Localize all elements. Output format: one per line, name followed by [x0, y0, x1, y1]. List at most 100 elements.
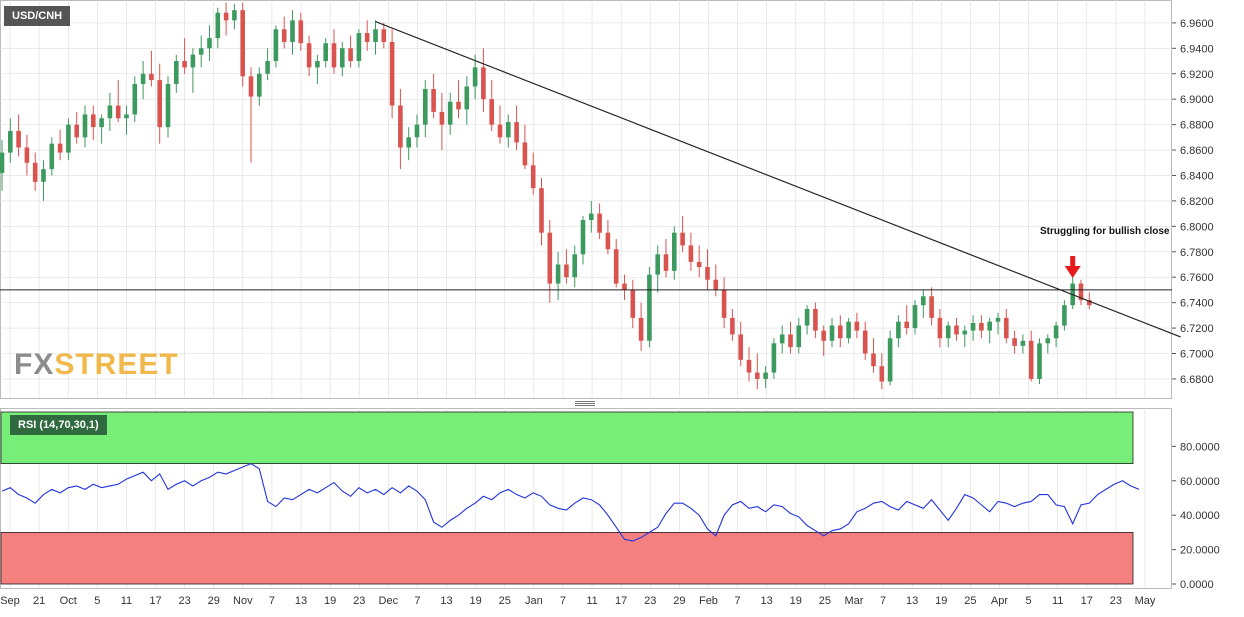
candle	[987, 317, 992, 344]
candle-body	[862, 330, 868, 354]
candle-body	[987, 321, 992, 331]
candle-body	[921, 296, 926, 306]
candle	[140, 61, 146, 100]
candle-body	[190, 54, 196, 68]
candle	[506, 114, 511, 148]
candle	[605, 219, 611, 255]
candle	[149, 50, 154, 87]
candle-body	[738, 334, 743, 360]
candle-body	[530, 165, 536, 189]
time-tick-label: Feb	[699, 595, 718, 607]
price-tick-label: 6.8600	[1180, 145, 1214, 157]
price-tick-label: 6.7400	[1180, 298, 1214, 310]
time-tick-label: 13	[761, 595, 773, 607]
candle	[912, 300, 918, 335]
time-tick-label: Dec	[379, 595, 399, 607]
time-tick-label: 25	[499, 595, 511, 607]
candle-body	[871, 353, 876, 367]
candle-body	[555, 264, 561, 284]
candle-body	[547, 232, 553, 284]
candle-body	[630, 289, 636, 318]
candle	[315, 54, 320, 84]
candle-body	[257, 73, 262, 97]
candle	[829, 317, 835, 348]
candle	[539, 178, 544, 246]
rsi-tick-label: 40.0000	[1180, 510, 1220, 522]
candle-body	[622, 283, 627, 290]
time-tick-label: 25	[819, 595, 831, 607]
candle	[456, 80, 461, 119]
candle-body	[522, 142, 528, 166]
candle	[680, 216, 685, 252]
candle	[589, 200, 594, 233]
candle-body	[207, 38, 212, 49]
candle	[896, 315, 901, 348]
candle	[273, 25, 279, 68]
candle-body	[1045, 338, 1051, 344]
candle	[572, 245, 577, 288]
time-tick-label: 5	[94, 595, 100, 607]
candle-body	[647, 274, 652, 341]
time-tick-label: 19	[935, 595, 947, 607]
price-tick-label: 6.9200	[1180, 69, 1214, 81]
candle-body	[423, 89, 428, 125]
candle-body	[57, 143, 63, 153]
time-tick-label: 7	[560, 595, 566, 607]
candle	[389, 29, 395, 119]
candle	[157, 63, 162, 144]
candle-body	[1087, 300, 1092, 306]
candle-body	[672, 232, 677, 271]
candle-body	[132, 83, 138, 115]
candle-body	[713, 279, 719, 290]
candle-body	[472, 67, 478, 87]
candle	[555, 251, 561, 301]
candle	[879, 353, 885, 390]
price-tick-label: 6.9400	[1180, 43, 1214, 55]
time-tick-label: 23	[178, 595, 190, 607]
watermark-fx: FX	[14, 348, 55, 381]
candle-body	[705, 267, 710, 280]
time-tick-label: 17	[615, 595, 627, 607]
candle	[290, 10, 295, 55]
candle-body	[688, 245, 694, 262]
candle-body	[755, 372, 760, 379]
candle	[1078, 279, 1084, 306]
candle-body	[937, 317, 943, 339]
time-tick-label: Jan	[525, 595, 543, 607]
candle-body	[340, 48, 345, 68]
candle-body	[439, 111, 445, 125]
candle	[66, 118, 71, 161]
candle	[921, 289, 926, 318]
candle	[522, 124, 528, 170]
candle	[489, 80, 494, 131]
candle	[364, 20, 370, 51]
candle	[746, 347, 752, 382]
candle	[115, 80, 121, 123]
candle-body	[91, 114, 96, 128]
candle-body	[771, 343, 777, 373]
candle	[530, 152, 536, 195]
candle	[215, 7, 221, 49]
candle	[1004, 308, 1009, 344]
time-tick-label: 11	[121, 595, 132, 607]
candle	[813, 302, 818, 339]
candle-body	[8, 130, 13, 153]
rsi-tick-label: 20.0000	[1180, 545, 1220, 557]
candle	[248, 67, 254, 163]
candle-body	[273, 29, 279, 62]
pane-resize-handle[interactable]	[575, 400, 595, 407]
candle	[481, 48, 486, 112]
candle-body	[497, 124, 503, 138]
candle	[381, 22, 387, 49]
candle	[647, 267, 652, 348]
candle-body	[804, 308, 810, 326]
candle	[41, 160, 46, 201]
candle	[887, 330, 893, 386]
candle	[331, 29, 337, 74]
candle	[472, 54, 478, 100]
candle-body	[140, 73, 146, 84]
candle-body	[663, 254, 669, 271]
candle-body	[904, 321, 909, 329]
candle	[1037, 338, 1042, 385]
